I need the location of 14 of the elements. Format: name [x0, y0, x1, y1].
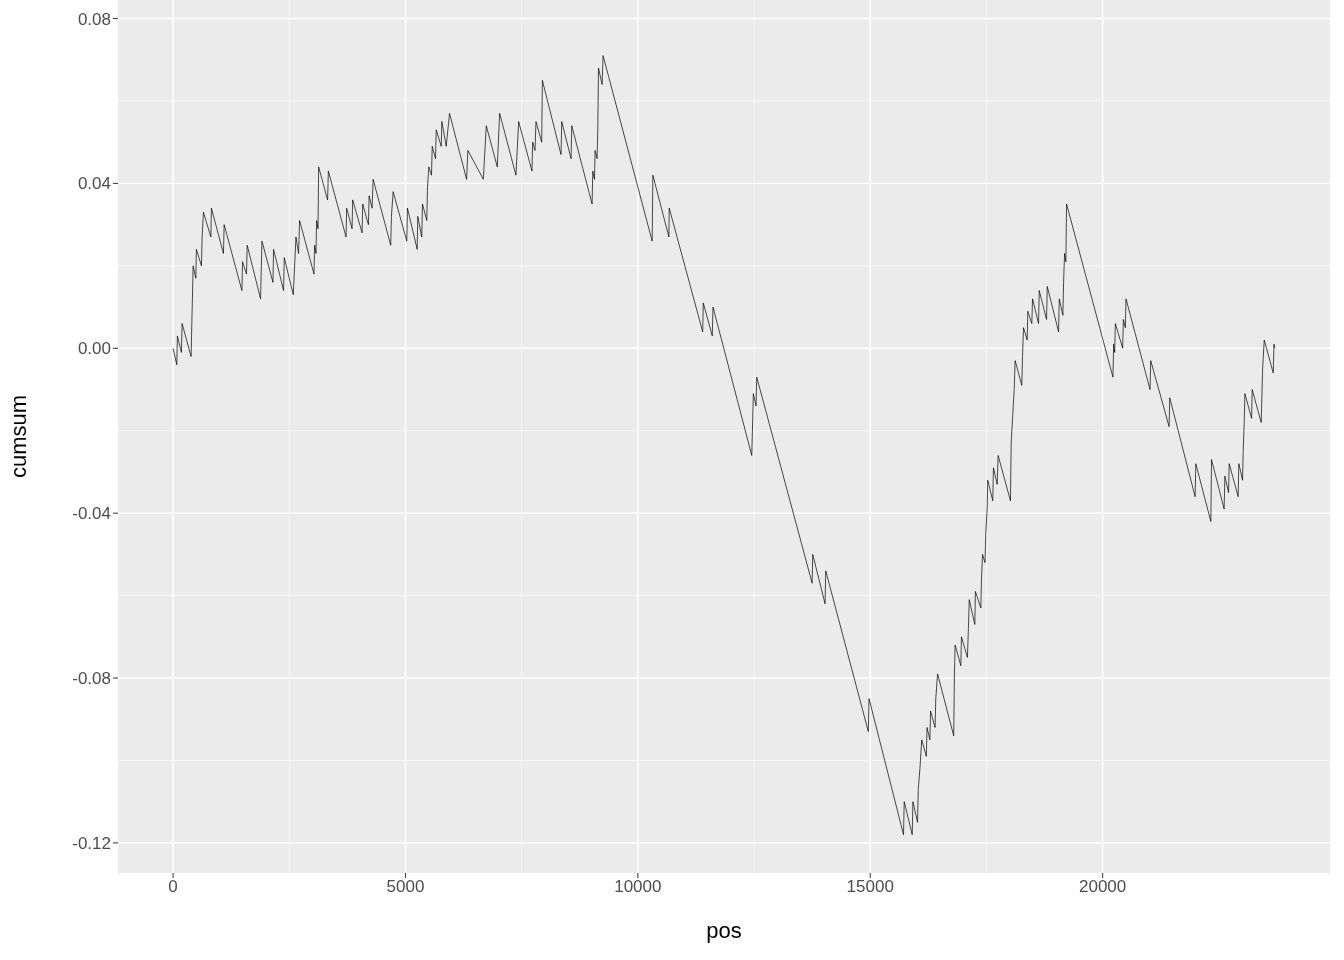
- x-tick-label: 20000: [1078, 877, 1127, 897]
- x-tick-label: 0: [168, 877, 178, 897]
- x-tick-label: 5000: [386, 877, 425, 897]
- y-tick-label: 0.08: [77, 9, 111, 29]
- y-tick-label: -0.12: [72, 833, 111, 853]
- x-axis-title: pos: [706, 918, 742, 943]
- y-tick-label: 0.00: [77, 339, 111, 359]
- x-tick-label: 15000: [846, 877, 894, 897]
- y-tick-label: 0.04: [77, 174, 111, 194]
- y-tick-label: -0.04: [72, 504, 111, 524]
- y-axis-title: cumsum: [5, 394, 31, 479]
- line-series: [172, 55, 1276, 836]
- y-tick-label: -0.08: [72, 669, 111, 689]
- x-tick-label: 10000: [614, 877, 662, 897]
